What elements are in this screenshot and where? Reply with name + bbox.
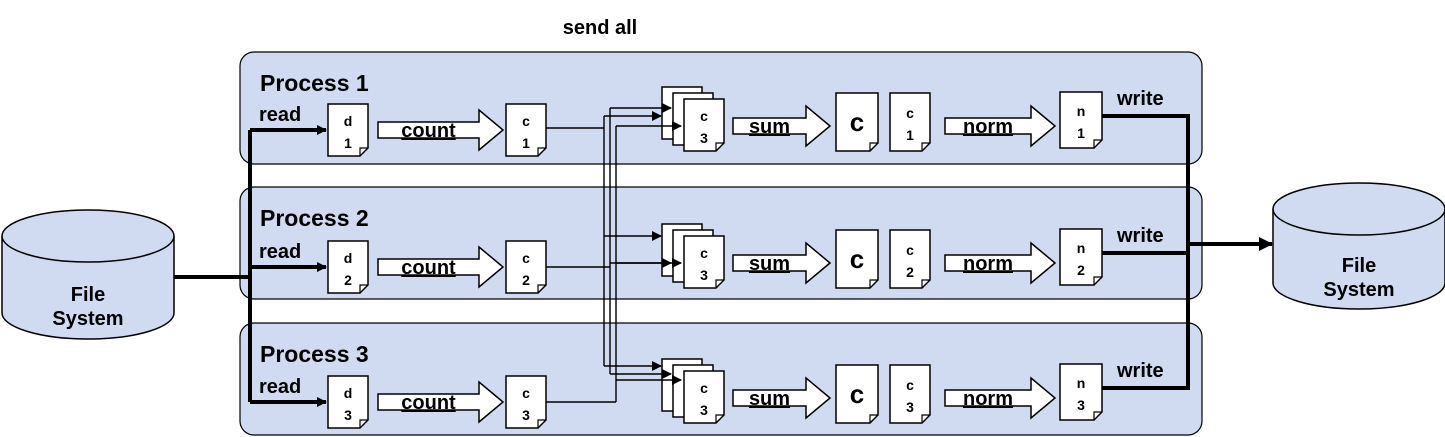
process-1-count-doc: c1 xyxy=(505,103,547,157)
process-1-received-stack: c3 xyxy=(661,86,725,152)
target-db-top xyxy=(1272,182,1445,236)
process-2-count-doc-bottom-text: 2 xyxy=(522,272,530,288)
process-2-read-label: read xyxy=(259,241,301,263)
process-3-count-doc-top-text: c xyxy=(522,385,530,401)
process-2-write-label: write xyxy=(1116,225,1164,247)
process-3-count-doc: c3 xyxy=(505,375,547,429)
process-1-norm-doc: n1 xyxy=(1059,91,1103,149)
process-1-count-arrow: count xyxy=(377,108,505,152)
process-2-count-doc: c2 xyxy=(505,240,547,294)
process-3-stack-doc: c3 xyxy=(683,370,725,424)
process-3-input-doc-top-text: d xyxy=(344,385,353,401)
process-2-title: Process 2 xyxy=(260,205,369,231)
write-connections xyxy=(1102,114,1273,390)
process-2-norm-doc: n2 xyxy=(1059,228,1103,286)
send-all-connections xyxy=(546,103,682,403)
read-connections xyxy=(174,125,327,407)
process-3-stack-doc-bottom-text: 3 xyxy=(700,402,708,418)
process-3-norm-doc-top-text: n xyxy=(1077,375,1086,391)
process-1-norm-doc-bottom-text: 1 xyxy=(1077,125,1085,141)
process-1-write-label: write xyxy=(1116,88,1164,110)
process-3-local-doc-bottom-text: 3 xyxy=(906,399,914,415)
process-3-count-arrow: count xyxy=(377,380,505,424)
process-2-input-doc-bottom-text: 2 xyxy=(344,272,352,288)
process-1-sum-arrow: sum xyxy=(732,104,832,148)
process-1-sum-doc-text: c xyxy=(850,107,864,137)
process-1-sum-doc: c xyxy=(835,92,879,152)
process-3-sum-arrow-label: sum xyxy=(749,388,790,410)
target-file-system: File System xyxy=(1272,182,1445,310)
process-2-count-doc-top-text: c xyxy=(522,250,530,266)
process-1-stack-doc-bottom-text: 3 xyxy=(700,130,708,146)
process-3-input-doc: d3 xyxy=(327,375,369,429)
process-2-local-doc-top-text: c xyxy=(906,242,914,258)
process-3-received-stack: c3 xyxy=(661,358,725,424)
process-3-sum-doc-text: c xyxy=(850,379,864,409)
process-2-norm-doc-bottom-text: 2 xyxy=(1077,262,1085,278)
process-1-input-doc: d1 xyxy=(327,103,369,157)
source-file-system: File System xyxy=(1,209,175,340)
process-1-norm-doc-top-text: n xyxy=(1077,103,1086,119)
process-1-norm-arrow: norm xyxy=(944,104,1057,148)
target-db-label-line1: File xyxy=(1342,255,1376,277)
process-2-count-arrow: count xyxy=(377,245,505,289)
process-1-input-doc-top-text: d xyxy=(344,113,353,129)
process-2-input-doc: d2 xyxy=(327,240,369,294)
process-1-norm-arrow-label: norm xyxy=(963,116,1013,138)
process-2-sum-doc-text: c xyxy=(850,244,864,274)
process-1-local-doc: c1 xyxy=(889,92,931,152)
process-2-norm-arrow-label: norm xyxy=(963,253,1013,275)
source-db-top xyxy=(1,209,175,263)
process-1-stack-doc: c3 xyxy=(683,98,725,152)
process-1-count-arrow-label: count xyxy=(401,120,456,142)
process-3-norm-doc: n3 xyxy=(1059,363,1103,421)
process-2-norm-doc-top-text: n xyxy=(1077,240,1086,256)
process-2-received-stack: c3 xyxy=(661,223,725,289)
process-3-write-label: write xyxy=(1116,360,1164,382)
process-3-norm-arrow-label: norm xyxy=(963,388,1013,410)
process-1-title: Process 1 xyxy=(260,70,369,96)
process-3-local-doc: c3 xyxy=(889,364,931,424)
process-2-count-arrow-label: count xyxy=(401,257,456,279)
target-db-label-line2: System xyxy=(1323,279,1394,301)
process-1-local-doc-bottom-text: 1 xyxy=(906,127,914,143)
source-db-body xyxy=(1,236,175,340)
process-1-stack-doc-top-text: c xyxy=(700,108,708,124)
process-2-stack-doc-bottom-text: 3 xyxy=(700,267,708,283)
process-2-norm-arrow: norm xyxy=(944,241,1057,285)
process-3-norm-doc-bottom-text: 3 xyxy=(1077,397,1085,413)
process-2-stack-doc-top-text: c xyxy=(700,245,708,261)
process-3-count-arrow-label: count xyxy=(401,392,456,414)
process-1-read-label: read xyxy=(259,104,301,126)
process-1-input-doc-bottom-text: 1 xyxy=(344,135,352,151)
process-2-local-doc-bottom-text: 2 xyxy=(906,264,914,280)
process-3-title: Process 3 xyxy=(260,341,369,367)
process-3-local-doc-top-text: c xyxy=(906,377,914,393)
process-1-sum-arrow-label: sum xyxy=(749,116,790,138)
process-2-sum-arrow-label: sum xyxy=(749,253,790,275)
process-1-count-doc-bottom-text: 1 xyxy=(522,135,530,151)
source-db-label-line1: File xyxy=(71,284,105,306)
process-1-count-doc-top-text: c xyxy=(522,113,530,129)
process-2-input-doc-top-text: d xyxy=(344,250,353,266)
process-1-local-doc-top-text: c xyxy=(906,105,914,121)
source-db-label-line2: System xyxy=(52,308,123,330)
process-3-input-doc-bottom-text: 3 xyxy=(344,407,352,423)
process-3-count-doc-bottom-text: 3 xyxy=(522,407,530,423)
process-2-local-doc: c2 xyxy=(889,229,931,289)
send-all-label: send all xyxy=(563,17,637,39)
process-2-sum-doc: c xyxy=(835,229,879,289)
process-3-norm-arrow: norm xyxy=(944,376,1057,420)
process-3-sum-arrow: sum xyxy=(732,376,832,420)
process-2-stack-doc: c3 xyxy=(683,235,725,289)
process-3-read-label: read xyxy=(259,376,301,398)
process-3-sum-doc: c xyxy=(835,364,879,424)
process-3-stack-doc-top-text: c xyxy=(700,380,708,396)
target-db-body xyxy=(1272,209,1445,310)
process-2-sum-arrow: sum xyxy=(732,241,832,285)
